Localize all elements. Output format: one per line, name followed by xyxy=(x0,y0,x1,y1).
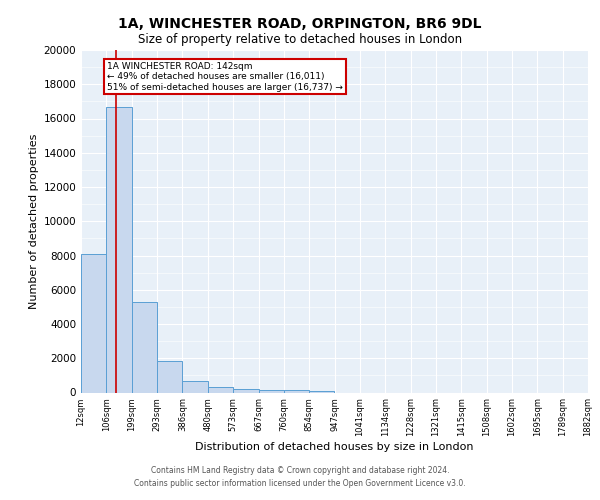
X-axis label: Distribution of detached houses by size in London: Distribution of detached houses by size … xyxy=(195,442,474,452)
Y-axis label: Number of detached properties: Number of detached properties xyxy=(29,134,39,309)
Bar xyxy=(259,390,284,392)
Bar xyxy=(81,254,106,392)
Bar xyxy=(157,361,182,392)
Bar xyxy=(208,388,233,392)
Bar xyxy=(309,391,335,392)
Bar xyxy=(284,390,309,392)
Bar xyxy=(106,106,132,393)
Text: 1A WINCHESTER ROAD: 142sqm
← 49% of detached houses are smaller (16,011)
51% of : 1A WINCHESTER ROAD: 142sqm ← 49% of deta… xyxy=(107,62,343,92)
Text: 1A, WINCHESTER ROAD, ORPINGTON, BR6 9DL: 1A, WINCHESTER ROAD, ORPINGTON, BR6 9DL xyxy=(118,18,482,32)
Bar xyxy=(182,381,208,392)
Bar xyxy=(132,302,157,392)
Text: Size of property relative to detached houses in London: Size of property relative to detached ho… xyxy=(138,32,462,46)
Bar xyxy=(233,389,259,392)
Text: Contains HM Land Registry data © Crown copyright and database right 2024.
Contai: Contains HM Land Registry data © Crown c… xyxy=(134,466,466,487)
